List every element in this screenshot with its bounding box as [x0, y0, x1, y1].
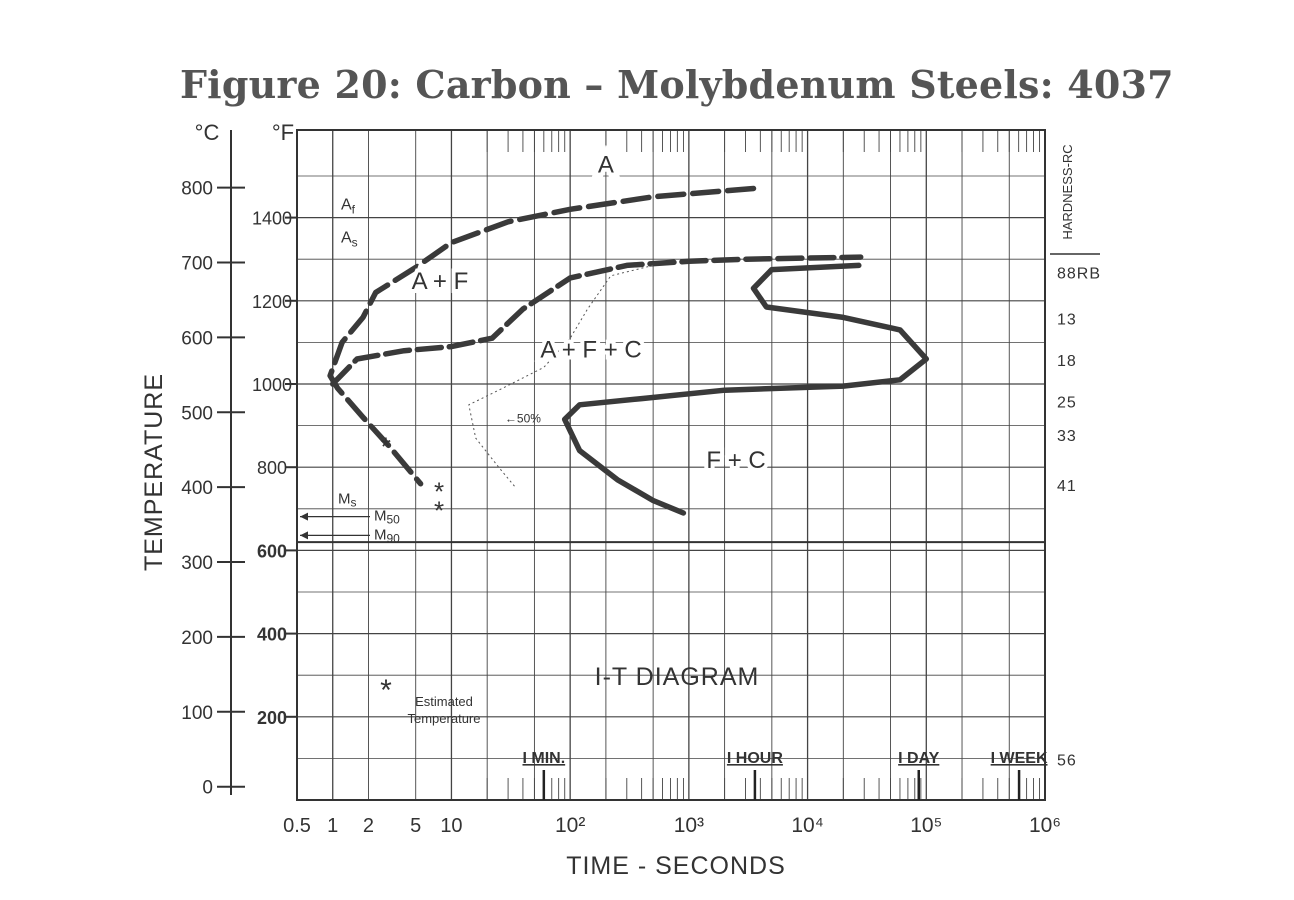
- transformation-label: M90: [374, 526, 400, 545]
- curve-finish: [561, 262, 930, 516]
- hardness-label: 18: [1057, 353, 1077, 370]
- celsius-tick-label: 200: [181, 628, 213, 649]
- celsius-unit-label: °C: [195, 120, 220, 145]
- x-tick-label: 10⁴: [791, 814, 823, 837]
- time-marker-label: I MIN.: [522, 750, 565, 767]
- x-tick-label: 10³: [674, 814, 704, 837]
- curve-fifty-percent: [468, 264, 654, 489]
- figure-title: Figure 20: Carbon – Molybdenum Steels: 4…: [180, 62, 1174, 107]
- x-tick-label: 10⁶: [1029, 814, 1061, 837]
- transformation-label: Ms: [338, 491, 357, 510]
- celsius-tick-label: 0: [202, 778, 213, 799]
- celsius-tick-label: 300: [181, 553, 213, 574]
- chart-title: I-T DIAGRAM: [595, 663, 760, 691]
- hardness-label: 88RB: [1057, 266, 1101, 283]
- fahrenheit-tick-label: 800: [257, 458, 287, 478]
- hardness-label: 33: [1057, 428, 1077, 445]
- fahrenheit-tick-label: 1400: [252, 209, 292, 229]
- critical-temp-label: Af: [341, 196, 356, 216]
- estimated-point-marker: *: [434, 477, 444, 507]
- fahrenheit-tick-label: 400: [257, 625, 287, 645]
- fahrenheit-unit-label: °F: [272, 120, 294, 145]
- curve-label-50-percent: ←50%: [505, 411, 541, 425]
- critical-temp-label: As: [341, 230, 358, 250]
- x-tick-label: 10²: [555, 814, 585, 837]
- transformation-arrowhead: [300, 531, 308, 540]
- labels: I MIN. I HOUR I DAY I WEEK Af As A A + F A + F +…: [300, 148, 1048, 800]
- x-axis-title: TIME - SECONDS: [566, 852, 786, 880]
- x-tick-label: 0.5: [283, 815, 311, 837]
- hardness-label: 13: [1057, 311, 1077, 328]
- grid: [296, 130, 1046, 800]
- hardness-label: 25: [1057, 395, 1077, 412]
- legend-symbol: *: [380, 674, 392, 707]
- curves: ←50%: [327, 185, 930, 516]
- estimated-point-marker: *: [381, 432, 391, 462]
- x-tick-label: 1: [327, 815, 338, 837]
- estimated-point-marker: *: [434, 495, 444, 525]
- hardness-label: 56: [1057, 752, 1077, 769]
- fahrenheit-tick-label: 1000: [252, 375, 292, 395]
- time-marker-label: I WEEK: [991, 750, 1048, 767]
- fahrenheit-tick-label: 1200: [252, 292, 292, 312]
- celsius-tick-label: 800: [181, 179, 213, 200]
- legend-text: Estimated: [415, 694, 473, 709]
- region-label: A: [598, 152, 614, 179]
- axes: 8007006005004003002001000140012001000800…: [140, 120, 1101, 880]
- time-marker-label: I DAY: [898, 750, 940, 767]
- transformation-label: M50: [374, 508, 400, 527]
- hardness-label: 41: [1057, 478, 1077, 495]
- celsius-tick-label: 700: [181, 254, 213, 275]
- x-tick-label: 2: [363, 815, 374, 837]
- celsius-tick-label: 500: [181, 403, 213, 424]
- transformation-arrowhead: [300, 512, 308, 521]
- legend-text: Temperature: [408, 711, 481, 726]
- time-marker-label: I HOUR: [727, 750, 783, 767]
- x-tick-label: 5: [410, 815, 421, 837]
- region-label: A + F: [412, 268, 469, 295]
- y-axis-title: TEMPERATURE: [140, 373, 168, 571]
- region-label: F + C: [706, 447, 765, 474]
- fahrenheit-tick-label: 600: [257, 541, 287, 561]
- hardness-axis-title: HARDNESS-RC: [1060, 144, 1075, 239]
- region-label: A + F + C: [540, 337, 641, 364]
- x-tick-label: 10: [440, 815, 462, 837]
- fahrenheit-tick-label: 200: [257, 708, 287, 728]
- curve-start: [327, 185, 757, 487]
- celsius-tick-label: 100: [181, 703, 213, 724]
- plot-frame: [296, 129, 1046, 801]
- celsius-tick-label: 600: [181, 328, 213, 349]
- curve-ferrite-start: [329, 254, 864, 387]
- x-tick-label: 10⁵: [910, 814, 942, 837]
- celsius-tick-label: 400: [181, 478, 213, 499]
